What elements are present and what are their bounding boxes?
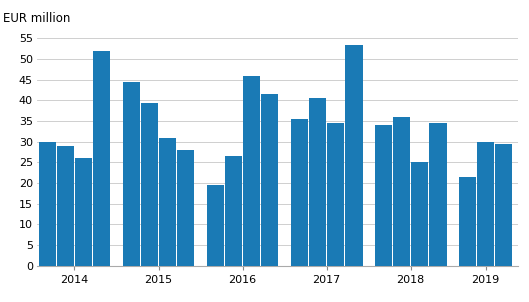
Bar: [93, 51, 111, 266]
Bar: [75, 158, 92, 266]
Bar: [290, 119, 308, 266]
Bar: [411, 162, 428, 266]
Bar: [141, 102, 158, 266]
Bar: [327, 123, 344, 266]
Bar: [207, 185, 224, 266]
Bar: [57, 146, 74, 266]
Bar: [345, 45, 362, 266]
Bar: [243, 76, 260, 266]
Bar: [309, 98, 326, 266]
Bar: [495, 144, 513, 266]
Bar: [261, 94, 278, 266]
Bar: [430, 123, 446, 266]
Text: EUR million: EUR million: [3, 12, 71, 25]
Bar: [477, 142, 494, 266]
Bar: [459, 177, 476, 266]
Bar: [39, 142, 56, 266]
Bar: [159, 138, 176, 266]
Bar: [123, 82, 140, 266]
Bar: [375, 125, 392, 266]
Bar: [225, 156, 242, 266]
Bar: [393, 117, 410, 266]
Bar: [177, 150, 195, 266]
